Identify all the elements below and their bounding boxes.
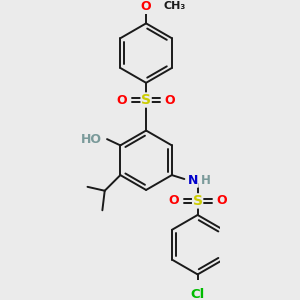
Text: O: O [140,0,151,13]
Text: CH₃: CH₃ [163,1,185,11]
Text: N: N [188,174,198,187]
Text: O: O [165,94,175,106]
Text: HO: HO [81,133,102,146]
Text: O: O [216,194,227,207]
Text: S: S [141,93,151,107]
Text: Cl: Cl [190,288,205,300]
Text: S: S [193,194,202,208]
Text: H: H [201,174,211,187]
Text: O: O [117,94,127,106]
Text: O: O [168,194,179,207]
